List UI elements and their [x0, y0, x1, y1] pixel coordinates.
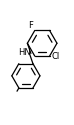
Text: F: F — [28, 21, 33, 30]
Text: HN: HN — [19, 48, 31, 57]
Text: Cl: Cl — [51, 52, 59, 61]
